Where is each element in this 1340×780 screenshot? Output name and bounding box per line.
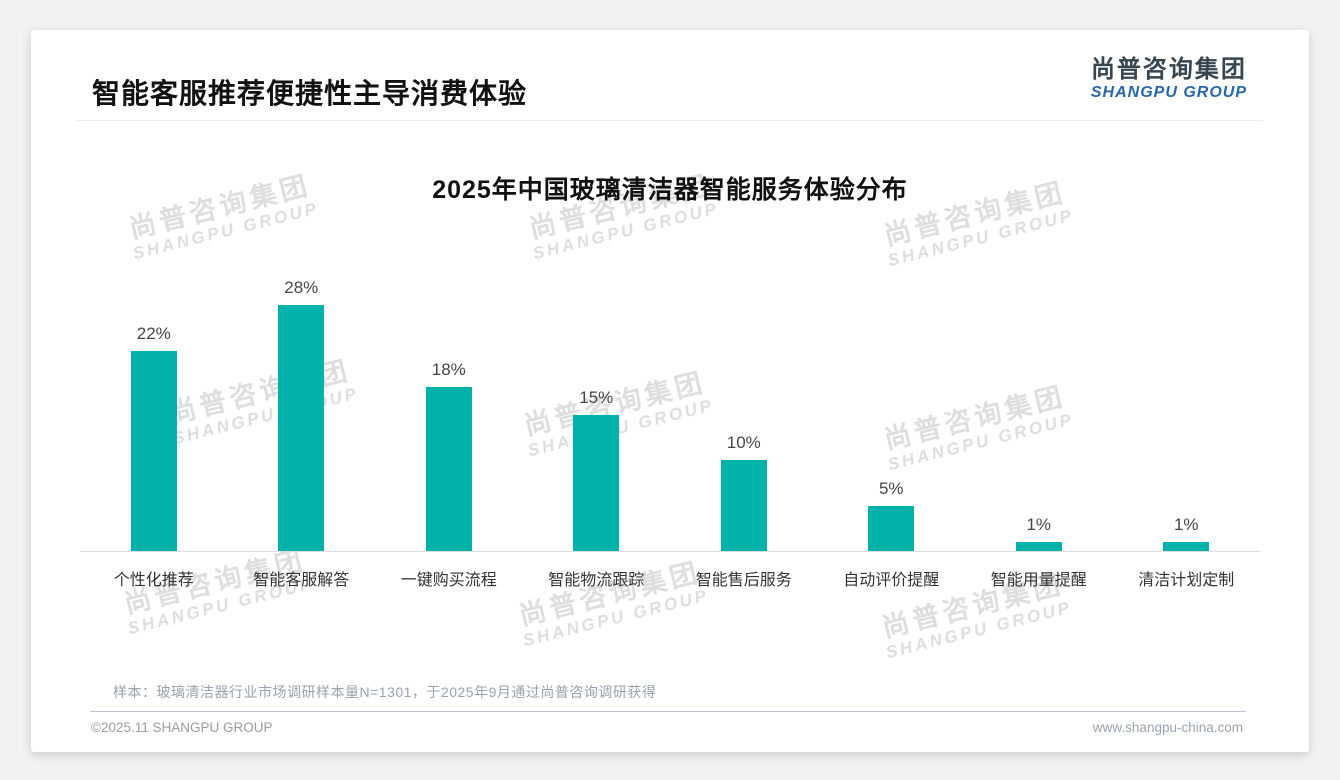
company-logo: 尚普咨询集团 SHANGPU GROUP — [1091, 56, 1247, 102]
bar — [1163, 541, 1210, 551]
bar-column: 18% — [375, 278, 523, 551]
bar — [425, 387, 472, 551]
bar — [868, 505, 915, 551]
bar-column: 22% — [80, 278, 228, 551]
category-label: 智能客服解答 — [253, 572, 350, 589]
header-divider — [77, 120, 1263, 121]
bar — [278, 305, 325, 551]
logo-english-name: SHANGPU GROUP — [1090, 83, 1247, 101]
page-title: 智能客服推荐便捷性主导消费体验 — [92, 78, 528, 109]
bar-value-label: 18% — [431, 360, 466, 380]
slide: 尚普咨询集团 SHANGPU GROUP 尚普咨询集团 SHANGPU GROUP 尚普… — [31, 30, 1309, 752]
bar — [130, 350, 177, 551]
footer-divider — [90, 711, 1246, 712]
chart-title: 2025年中国玻璃清洁器智能服务体验分布 — [432, 176, 908, 204]
bar-value-label: 1% — [1173, 514, 1199, 534]
bar-chart-plot-area: 22% 28% 18% 15% 10% 5% 1% 1% — [80, 278, 1260, 552]
category-label: 智能用量提醒 — [990, 572, 1087, 589]
bar-column: 28% — [228, 278, 376, 551]
bar — [1015, 541, 1062, 551]
website-url: www.shangpu-china.com — [1092, 720, 1243, 735]
bar-value-label: 28% — [284, 278, 319, 297]
category-label: 智能物流跟踪 — [548, 572, 645, 589]
category-label: 清洁计划定制 — [1138, 572, 1235, 589]
bar-value-label: 22% — [136, 323, 171, 343]
bar — [573, 414, 620, 551]
category-label: 自动评价提醒 — [843, 572, 940, 589]
category-label: 智能售后服务 — [695, 572, 792, 589]
bar-column: 1% — [1113, 278, 1261, 551]
bar-column: 5% — [818, 278, 966, 551]
logo-chinese-name: 尚普咨询集团 — [1090, 56, 1247, 83]
bar-value-label: 5% — [878, 478, 904, 498]
bar — [720, 460, 767, 551]
category-label: 个性化推荐 — [113, 572, 194, 589]
bar-value-label: 15% — [579, 387, 614, 407]
bar-value-label: 10% — [726, 433, 761, 452]
bar-column: 10% — [670, 278, 818, 551]
bar-column: 1% — [965, 278, 1113, 551]
category-label: 一键购买流程 — [400, 572, 497, 589]
bar-value-label: 1% — [1026, 514, 1052, 534]
copyright-text: ©2025.11 SHANGPU GROUP — [91, 720, 273, 735]
bar-column: 15% — [523, 278, 671, 551]
x-axis-category-labels: 个性化推荐 智能客服解答 一键购买流程 智能物流跟踪 智能售后服务 自动评价提醒 智能用量提… — [80, 566, 1260, 590]
sample-footnote: 样本：玻璃清洁器行业市场调研样本量N=1301，于2025年9月通过尚普咨询调研… — [113, 684, 657, 700]
